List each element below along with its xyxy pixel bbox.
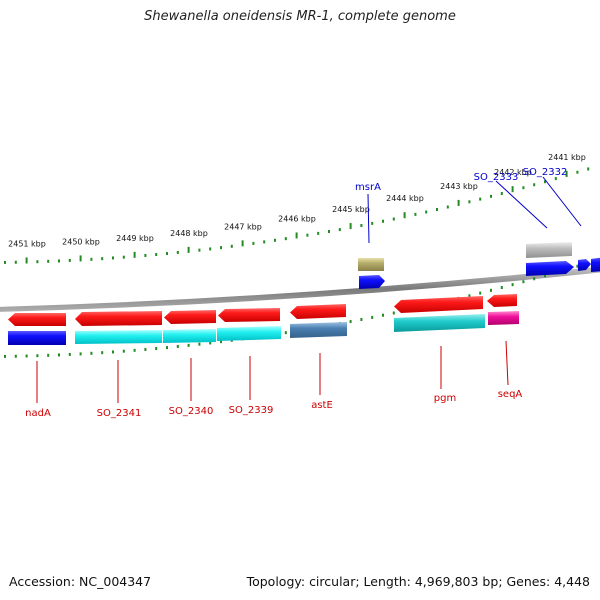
tick-label: 2443 kbp — [440, 182, 478, 191]
SO_2341-gene-feature[interactable] — [75, 330, 162, 344]
nadA-cds-arrow[interactable] — [8, 313, 66, 326]
gene-label-msrA[interactable]: msrA — [355, 182, 381, 193]
length-label: Length: — [363, 574, 411, 589]
gene-label-astE[interactable]: astE — [311, 400, 333, 411]
length-value: 4,969,803 bp — [414, 574, 499, 589]
gene-labels: nadA SO_2341 SO_2340 SO_2339 astE pgm se… — [25, 167, 567, 419]
topology-label: Topology: — [246, 574, 306, 589]
seqA-cds-arrow[interactable] — [487, 294, 517, 307]
msrA-gene-feature[interactable] — [358, 258, 384, 271]
gene-label-SO_2333[interactable]: SO_2333 — [474, 172, 519, 183]
tick-label: 2449 kbp — [116, 234, 154, 243]
SO_2339-cds-arrow[interactable] — [218, 308, 280, 322]
tick-labels: 2451 kbp 2450 kbp 2449 kbp 2448 kbp 2447 kbp… — [8, 153, 586, 249]
astE-gene-feature[interactable] — [290, 322, 347, 338]
outer-tick-ruler — [4, 167, 590, 264]
gene-label-SO_2332[interactable]: SO_2332 — [523, 167, 568, 178]
SO_2340-cds-arrow[interactable] — [164, 310, 216, 324]
SO_2339-gene-feature[interactable] — [217, 326, 281, 341]
msrA-cds-arrow[interactable] — [359, 275, 385, 289]
SO_2340-gene-feature[interactable] — [163, 329, 216, 343]
tick-label: 2441 kbp — [548, 153, 586, 162]
astE-cds-arrow[interactable] — [290, 304, 346, 319]
gene-label-SO_2339[interactable]: SO_2339 — [229, 405, 274, 416]
genes-value: 4,448 — [554, 574, 590, 589]
tick-label: 2450 kbp — [62, 237, 100, 246]
tick-label: 2451 kbp — [8, 239, 46, 248]
SO_2333-leader — [495, 180, 548, 229]
gene-label-SO_2341[interactable]: SO_2341 — [97, 408, 142, 419]
accession-info: Accession: NC_004347 — [9, 574, 151, 589]
nadA-gene-feature[interactable] — [8, 331, 66, 345]
accession-label: Accession: — [9, 574, 76, 589]
SO_2332-leader — [542, 176, 582, 227]
seqA-leader — [505, 340, 509, 386]
forward-features — [358, 242, 600, 289]
tick-label: 2442 kbp — [494, 168, 532, 177]
label-leaders — [36, 176, 582, 403]
tick-label: 2445 kbp — [332, 205, 370, 214]
gene-label-seqA[interactable]: seqA — [498, 389, 523, 400]
map-title: Shewanella oneidensis MR-1, complete gen… — [144, 9, 456, 24]
next-forward-cds-arrow[interactable] — [591, 257, 600, 272]
seqA-gene-feature[interactable] — [488, 311, 519, 325]
tick-label: 2447 kbp — [224, 222, 262, 231]
gene-label-nadA[interactable]: nadA — [25, 408, 51, 419]
tick-label: 2448 kbp — [170, 229, 208, 238]
pgm-gene-feature[interactable] — [394, 314, 485, 332]
tick-label: 2446 kbp — [278, 214, 316, 223]
gene-label-SO_2340[interactable]: SO_2340 — [169, 406, 214, 417]
pgm-cds-arrow[interactable] — [394, 296, 483, 313]
accession-value: NC_004347 — [79, 574, 152, 589]
reverse-features — [8, 294, 519, 345]
msrA-leader — [367, 193, 370, 244]
genome-summary: Topology: circular; Length: 4,969,803 bp… — [246, 574, 590, 589]
SO_2333-cds-arrow[interactable] — [526, 261, 574, 276]
topology-value: circular — [309, 574, 356, 589]
SO_2341-cds-arrow[interactable] — [75, 311, 162, 326]
gene-label-pgm[interactable]: pgm — [434, 393, 456, 404]
genes-label: Genes: — [506, 574, 551, 589]
genome-backbone — [0, 266, 600, 312]
SO_2333-gene-feature[interactable] — [526, 242, 572, 258]
SO_2332-cds-arrow[interactable] — [578, 259, 591, 271]
tick-label: 2444 kbp — [386, 194, 424, 203]
